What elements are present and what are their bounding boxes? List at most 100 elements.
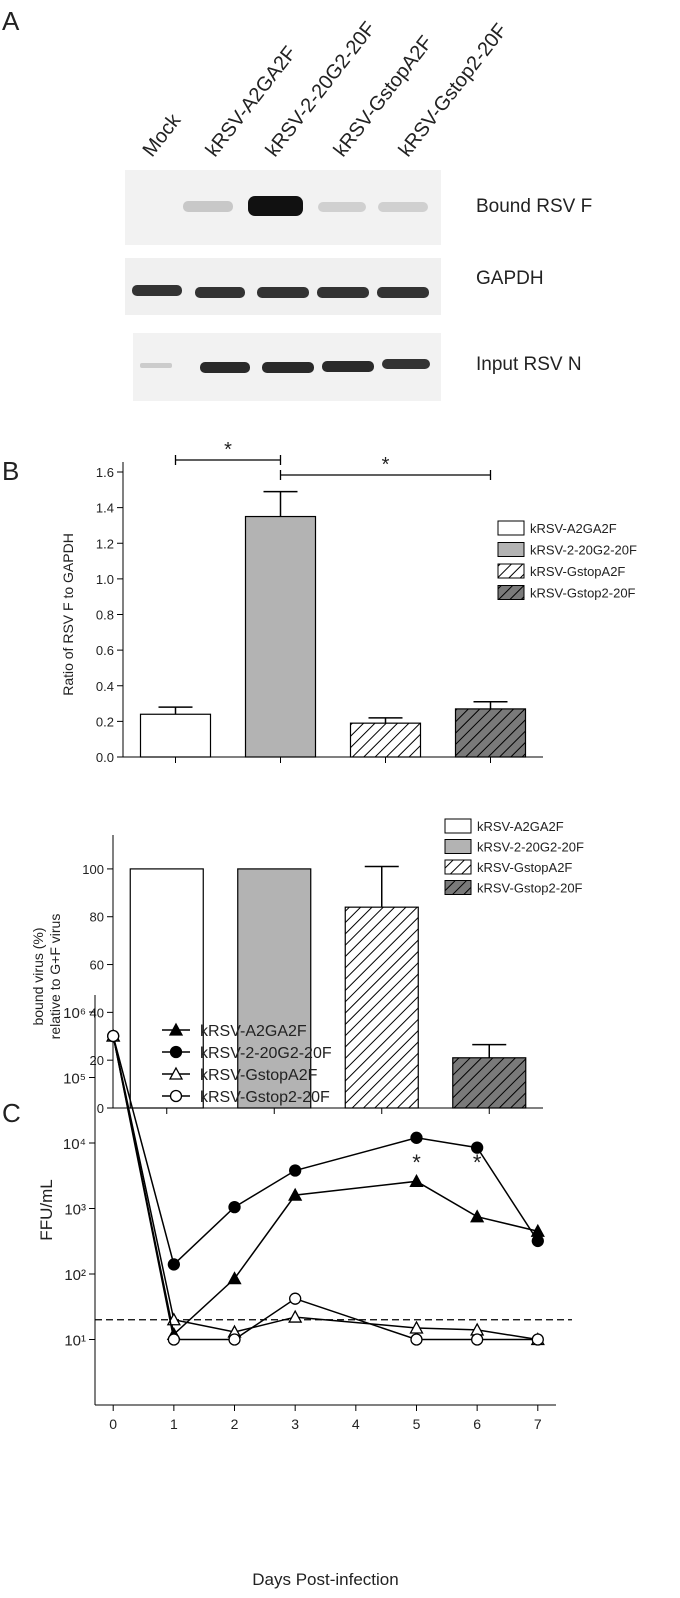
band (378, 202, 428, 212)
y-tick-label: 60 (90, 958, 104, 973)
marker (289, 1164, 302, 1177)
y-tick-label: 0.0 (96, 750, 114, 765)
marker (409, 1173, 424, 1187)
x-axis-label: Days Post-infection (252, 1570, 398, 1589)
bar (129, 868, 204, 1109)
legend-swatch (497, 542, 525, 557)
x-tick-label: 7 (534, 1416, 542, 1432)
marker (470, 1333, 484, 1346)
legend-label: kRSV-A2GA2F (477, 819, 564, 834)
legend-label: kRSV-Gstop2-20F (200, 1089, 330, 1106)
bar (244, 515, 317, 758)
marker (531, 1333, 544, 1346)
y-tick-label: 0.2 (96, 714, 114, 729)
legend-label: kRSV-A2GA2F (200, 1023, 307, 1040)
legend-label: kRSV-GstopA2F (530, 564, 625, 579)
marker (228, 1200, 241, 1214)
band (318, 202, 366, 212)
marker (168, 1066, 184, 1080)
legend-label: kRSV-GstopA2F (200, 1067, 318, 1084)
significance-star: * (473, 1150, 482, 1175)
y-tick-label: 1.6 (96, 465, 114, 480)
y-tick-label: 10⁵ (63, 1071, 86, 1088)
y-tick-label: 0.8 (96, 608, 114, 623)
y-tick-label: 1.4 (96, 501, 114, 516)
panel-label: C (2, 1098, 21, 1128)
y-tick-label: 10¹ (64, 1333, 86, 1350)
legend-label: kRSV-Gstop2-20F (530, 586, 636, 601)
band (195, 287, 245, 298)
y-tick-label: 40 (90, 1005, 104, 1020)
legend-swatch (444, 818, 472, 834)
legend-swatch (444, 839, 472, 854)
marker (107, 1029, 120, 1043)
x-tick-label: 5 (413, 1416, 421, 1432)
band (200, 362, 250, 373)
band (132, 285, 182, 296)
y-tick-label: 0 (97, 1101, 104, 1116)
band (140, 363, 172, 368)
legend-swatch (444, 880, 472, 895)
y-tick-label: 0.4 (96, 679, 114, 694)
x-tick-label: 1 (170, 1416, 178, 1432)
legend-swatch (444, 859, 472, 875)
lane-label: Mock (139, 109, 186, 161)
panel-label: A (2, 6, 20, 36)
band (262, 362, 314, 373)
band (382, 359, 430, 369)
significance-star: * (412, 1150, 421, 1175)
marker (409, 1320, 424, 1334)
marker (168, 1022, 184, 1036)
marker (169, 1045, 183, 1059)
y-tick-label: 10³ (64, 1202, 86, 1219)
x-tick-label: 4 (352, 1416, 360, 1432)
bar (452, 1057, 527, 1109)
significance-star: * (224, 439, 232, 461)
marker (410, 1333, 423, 1346)
legend-label: kRSV-2-20G2-20F (530, 543, 637, 558)
band (317, 287, 369, 298)
y-tick-label: 10² (64, 1267, 86, 1284)
x-tick-label: 3 (291, 1416, 299, 1432)
legend-swatch (497, 520, 525, 536)
band (322, 361, 374, 372)
y-tick-label: 10⁴ (63, 1136, 86, 1153)
bar (237, 868, 312, 1109)
row-label: GAPDH (476, 268, 544, 289)
marker (169, 1089, 183, 1103)
legend-label: kRSV-GstopA2F (477, 860, 572, 875)
bar (454, 708, 527, 758)
y-tick-label: 80 (90, 910, 104, 925)
significance-bracket (174, 455, 282, 465)
legend-label: kRSV-2-20G2-20F (477, 840, 584, 855)
y-tick-label: 100 (82, 862, 104, 877)
legend-swatch (497, 585, 525, 600)
y-axis-label: bound virus (%) (30, 927, 46, 1025)
band (248, 196, 303, 216)
marker (470, 1209, 485, 1223)
bar (139, 713, 212, 758)
panel-label: B (2, 456, 19, 486)
marker (470, 1141, 484, 1154)
legend-label: kRSV-Gstop2-20F (477, 881, 583, 896)
legend-swatch (497, 563, 525, 579)
band (183, 201, 233, 212)
marker (410, 1131, 423, 1144)
y-axis-label: relative to G+F virus (47, 914, 63, 1040)
legend-label: kRSV-2-20G2-20F (200, 1045, 332, 1062)
marker (288, 1187, 303, 1201)
marker (288, 1309, 303, 1323)
y-axis-label: Ratio of RSV F to GAPDH (60, 533, 76, 696)
y-axis-label: FFU/mL (37, 1179, 56, 1240)
y-tick-label: 10⁶ (63, 1005, 86, 1022)
significance-bracket (279, 470, 492, 480)
blot (125, 170, 441, 401)
marker (228, 1333, 241, 1346)
y-tick-label: 20 (90, 1053, 104, 1068)
y-tick-label: 0.6 (96, 643, 114, 658)
marker (289, 1292, 302, 1305)
y-tick-label: 1.0 (96, 572, 114, 587)
marker (167, 1333, 181, 1346)
